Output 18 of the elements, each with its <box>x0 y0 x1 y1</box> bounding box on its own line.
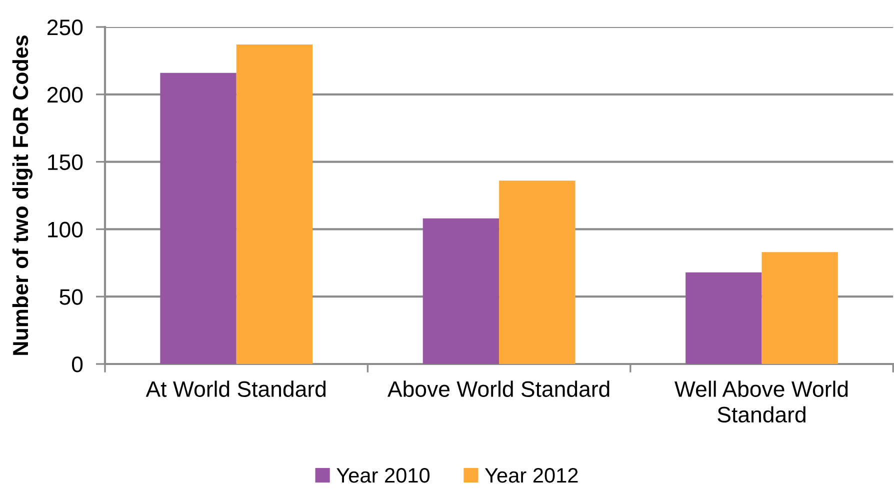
bar <box>422 218 500 364</box>
x-tick-label: Well Above World Standard <box>674 380 848 423</box>
legend-label: Year 2010 <box>336 468 430 483</box>
y-tick-label: 250 <box>48 20 83 36</box>
x-tick-label: At World Standard <box>146 380 326 397</box>
y-axis-title: Number of two digit FoR Codes <box>12 36 33 355</box>
bar <box>686 272 762 364</box>
legend-label: Year 2012 <box>484 468 578 483</box>
y-tick-label: 200 <box>48 86 83 103</box>
bar <box>499 180 576 364</box>
bar <box>236 44 313 364</box>
y-tick-label: 150 <box>48 154 83 170</box>
y-tick-label: 100 <box>48 222 83 238</box>
y-tick-label: 0 <box>72 356 83 372</box>
y-tick-label: 50 <box>60 289 83 305</box>
x-tick-label: Above World Standard <box>388 380 610 397</box>
bar <box>762 252 838 364</box>
bar <box>160 72 236 364</box>
